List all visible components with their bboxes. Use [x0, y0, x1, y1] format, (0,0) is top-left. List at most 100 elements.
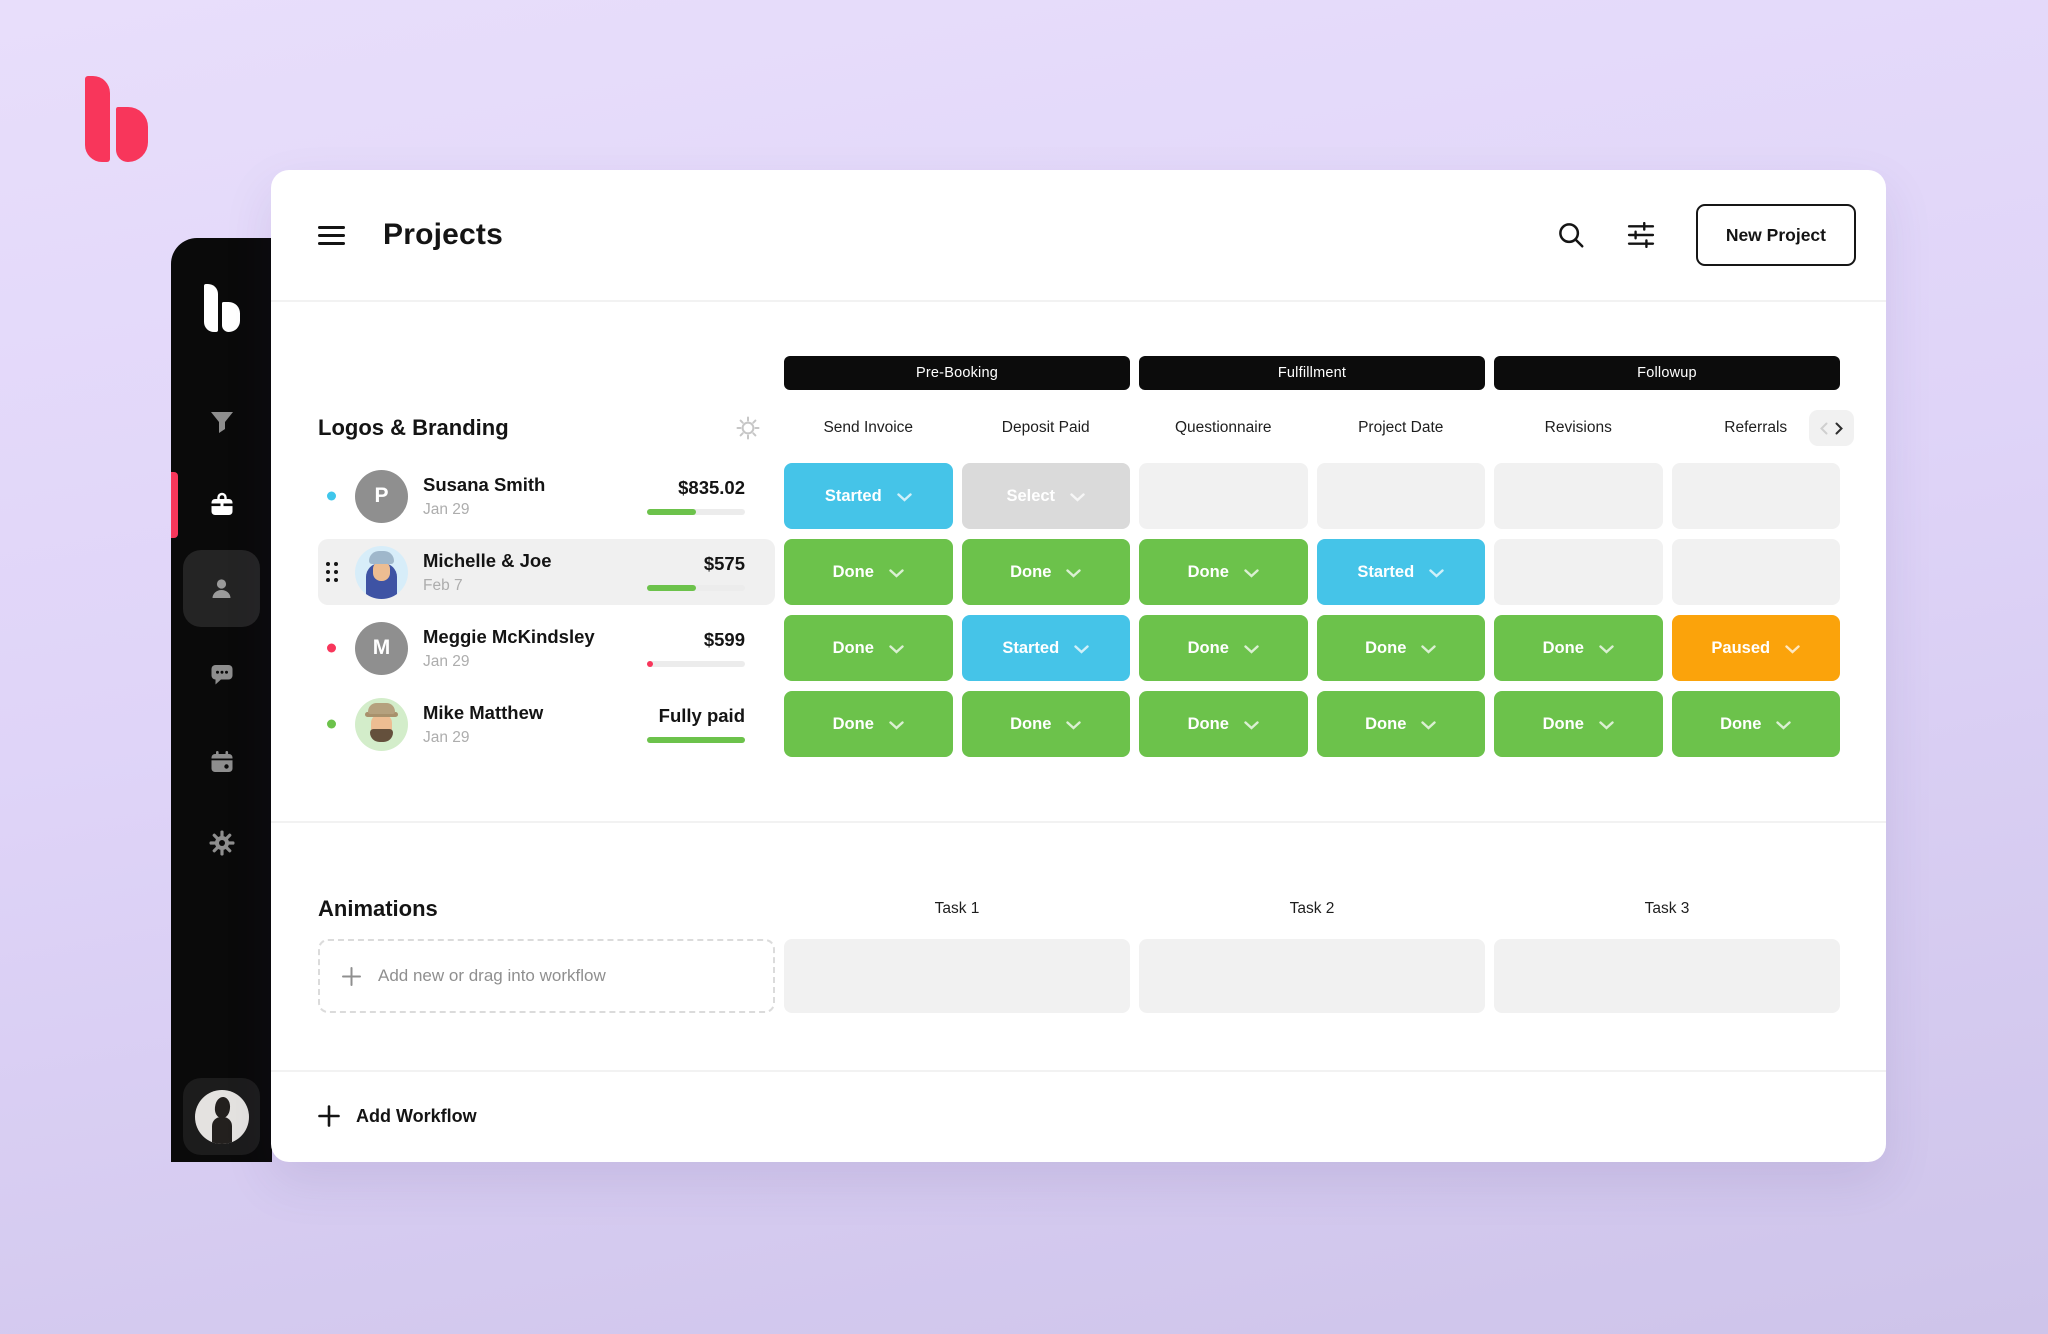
avatar	[355, 545, 408, 599]
status-cell[interactable]: Paused	[1671, 615, 1840, 681]
filter-sliders-icon[interactable]	[1618, 212, 1664, 258]
status-label: Started	[1002, 638, 1060, 657]
status-cell[interactable]: Done	[961, 539, 1130, 605]
chevron-down-icon	[1421, 644, 1437, 654]
chevron-down-icon	[889, 720, 904, 730]
sidebar-item-projects[interactable]	[208, 491, 235, 518]
empty-task-slot[interactable]	[1139, 939, 1485, 1013]
status-label: Done	[1010, 714, 1052, 733]
add-task-dropzone[interactable]: Add new or drag into workflow	[318, 939, 775, 1013]
client-row[interactable]: Mike Matthew Jan 29 Fully paid	[318, 691, 775, 757]
status-label: Done	[1365, 638, 1407, 657]
status-label: Select	[1006, 486, 1056, 505]
pagination-control[interactable]	[1809, 410, 1854, 446]
brand-logo	[85, 76, 148, 162]
status-cell[interactable]: Done	[784, 691, 953, 757]
chevron-down-icon	[1066, 568, 1082, 578]
status-cell[interactable]	[1494, 539, 1663, 605]
chevron-down-icon	[1070, 492, 1085, 502]
status-label: Done	[832, 714, 874, 733]
chevron-down-icon	[1066, 720, 1082, 730]
menu-icon[interactable]	[318, 225, 345, 245]
column-referrals: Referrals	[1672, 410, 1854, 446]
payment-progress	[647, 509, 745, 515]
payment-amount: $835.02	[678, 477, 745, 498]
column-questionnaire: Questionnaire	[1174, 419, 1272, 436]
status-cell[interactable]: Started	[1316, 539, 1485, 605]
status-cell[interactable]: Done	[1139, 615, 1308, 681]
status-cell[interactable]	[1316, 463, 1485, 529]
client-date: Jan 29	[423, 652, 470, 670]
status-cell[interactable]: Done	[1316, 691, 1485, 757]
client-row[interactable]: M Meggie McKindsley Jan 29 $599	[318, 615, 775, 681]
status-label: Done	[832, 638, 874, 657]
status-label: Done	[832, 562, 874, 581]
status-dot	[327, 491, 336, 501]
status-cell[interactable]: Done	[1139, 539, 1308, 605]
avatar	[355, 697, 408, 751]
status-cell[interactable]	[1671, 463, 1840, 529]
sidebar-profile-button[interactable]	[183, 1078, 260, 1155]
chevron-down-icon	[1244, 568, 1259, 578]
stage-group-fulfillment: Fulfillment	[1139, 356, 1485, 390]
task-1-header: Task 1	[934, 900, 980, 917]
animations-section: Animations Task 1 Task 2 Task 3 Add new …	[271, 889, 1886, 1013]
payment-amount: Fully paid	[658, 705, 745, 726]
chevron-down-icon	[1074, 644, 1089, 654]
workflow-settings-gear-icon[interactable]	[735, 415, 761, 441]
status-cell[interactable]: Done	[1494, 615, 1663, 681]
search-icon[interactable]	[1548, 212, 1594, 258]
payment-progress	[647, 585, 745, 591]
add-workflow-button[interactable]: Add Workflow	[318, 1105, 477, 1127]
status-cell[interactable]	[1139, 463, 1308, 529]
client-date: Feb 7	[423, 576, 463, 594]
sidebar-logo	[203, 284, 240, 332]
empty-task-slot[interactable]	[1494, 939, 1840, 1013]
column-send-invoice: Send Invoice	[823, 419, 914, 436]
drag-handle-icon[interactable]	[326, 562, 338, 582]
chevron-down-icon	[1421, 720, 1437, 730]
status-label: Started	[1357, 562, 1415, 581]
client-row[interactable]: Michelle & Joe Feb 7 $575	[318, 539, 775, 605]
empty-task-slot[interactable]	[784, 939, 1130, 1013]
sidebar-item-messages[interactable]	[208, 660, 235, 687]
column-project-date: Project Date	[1358, 419, 1444, 436]
status-label: Started	[824, 486, 882, 505]
chevron-down-icon	[1599, 644, 1614, 654]
workflow-title: Logos & Branding	[318, 415, 509, 440]
stage-group-pre-booking: Pre-Booking	[784, 356, 1130, 390]
client-name: Mike Matthew	[423, 701, 544, 723]
chevron-right-icon	[1835, 422, 1843, 434]
status-cell[interactable]	[1494, 463, 1663, 529]
new-project-button[interactable]: New Project	[1695, 204, 1856, 266]
status-dot	[327, 719, 336, 729]
status-label: Done	[1720, 714, 1762, 733]
status-cell[interactable]: Done	[1671, 691, 1840, 757]
chevron-down-icon	[1429, 568, 1444, 578]
column-deposit-paid: Deposit Paid	[1001, 419, 1090, 436]
workflow-rows: P Susana Smith Jan 29 $835.02 Started Se…	[318, 463, 1840, 757]
status-cell[interactable]	[1671, 539, 1840, 605]
sidebar-item-clients[interactable]	[183, 550, 260, 627]
filter-icon	[210, 412, 233, 433]
sidebar-item-settings[interactable]	[208, 829, 236, 857]
chevron-down-icon	[1244, 720, 1259, 730]
sidebar-item-calendar[interactable]	[208, 749, 235, 776]
card-footer: Add Workflow	[271, 1072, 1886, 1160]
chevron-down-icon	[889, 568, 904, 578]
status-cell[interactable]: Started	[784, 463, 953, 529]
status-cell[interactable]: Done	[784, 615, 953, 681]
status-cell[interactable]: Done	[961, 691, 1130, 757]
status-cell[interactable]: Done	[784, 539, 953, 605]
sidebar-item-filter[interactable]	[209, 410, 235, 436]
sidebar	[171, 238, 272, 1162]
status-cell[interactable]: Done	[1316, 615, 1485, 681]
client-row[interactable]: P Susana Smith Jan 29 $835.02	[318, 463, 775, 529]
brand-logo-stem	[85, 76, 110, 162]
status-cell[interactable]: Done	[1494, 691, 1663, 757]
section-divider	[271, 1070, 1886, 1072]
status-cell[interactable]: Done	[1139, 691, 1308, 757]
status-cell[interactable]: Select	[961, 463, 1130, 529]
status-cell[interactable]: Started	[961, 615, 1130, 681]
status-label: Done	[1187, 714, 1229, 733]
